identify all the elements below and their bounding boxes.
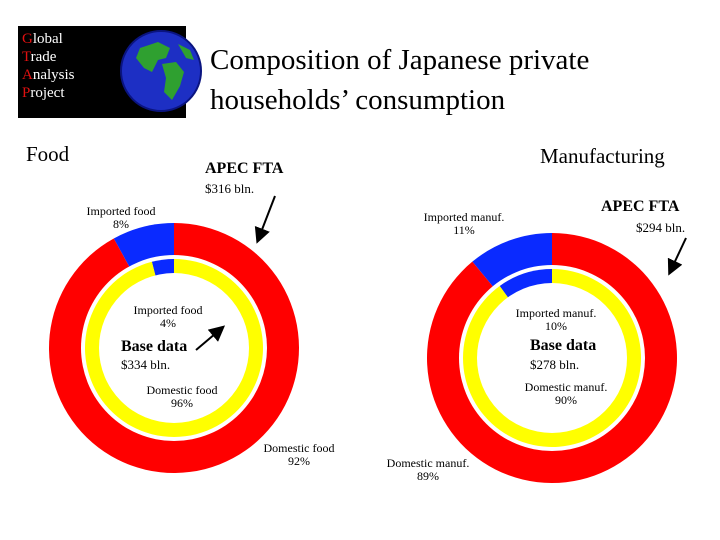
logo-letter: P: [22, 85, 31, 101]
food-chart: [49, 222, 300, 473]
food-base-arrow: [195, 325, 226, 351]
slice-value: 90%: [555, 393, 577, 407]
slice-value: 10%: [545, 319, 567, 333]
slice-value: 8%: [113, 217, 129, 231]
slice-label: Domestic food: [263, 441, 335, 455]
slice-label: Imported food: [86, 204, 156, 218]
manuf-apec-label: APEC FTA: [601, 198, 680, 215]
logo-letter: T: [22, 49, 31, 65]
slice-label: Imported manuf.: [515, 306, 597, 320]
slice-label: Imported food: [133, 303, 203, 317]
manuf-base-total: $278 bln.: [530, 357, 580, 372]
slice-label: Domestic manuf.: [386, 456, 470, 470]
slice-value: 89%: [417, 469, 439, 483]
food-apec-arrow: [254, 195, 276, 244]
logo-word: lobal: [32, 31, 63, 47]
food-base-label: Base data: [121, 338, 188, 355]
manuf-inner-imported-label: Imported manuf. 10%: [506, 307, 606, 333]
food-inner-domestic-label: Domestic food 96%: [136, 384, 228, 410]
manuf-apec-arrow: [667, 237, 687, 276]
section-food-label: Food: [26, 142, 70, 166]
gtap-logo-text: Global Trade Analysis Project: [22, 30, 75, 102]
logo-word: nalysis: [32, 67, 75, 83]
food-apec-total: $316 bln.: [205, 181, 255, 196]
section-manufacturing-label: Manufacturing: [540, 144, 665, 168]
globe-icon: [120, 30, 202, 112]
logo-word: rade: [30, 49, 57, 65]
food-inner-imported-label: Imported food 4%: [123, 304, 213, 330]
slice-value: 4%: [160, 316, 176, 330]
manuf-inner-domestic-label: Domestic manuf. 90%: [520, 381, 612, 407]
page-title: Composition of Japanese private househol…: [210, 44, 590, 116]
manuf-outer-imported-label: Imported manuf. 11%: [418, 211, 510, 237]
logo-letter: A: [22, 67, 33, 83]
manuf-outer-domestic-label: Domestic manuf. 89%: [380, 457, 476, 483]
slice-label: Imported manuf.: [423, 210, 505, 224]
logo-word: roject: [30, 85, 65, 101]
donut-hole: [477, 283, 627, 433]
slice-value: 11%: [453, 223, 475, 237]
food-apec-label: APEC FTA: [205, 160, 284, 177]
food-base-total: $334 bln.: [121, 357, 171, 372]
slice-value: 92%: [288, 454, 310, 468]
manuf-base-label: Base data: [530, 337, 597, 354]
gtap-logo: Global Trade Analysis Project: [18, 26, 202, 118]
manufacturing-chart: [427, 233, 678, 484]
logo-letter: G: [22, 31, 33, 47]
slice-label: Domestic manuf.: [524, 380, 608, 394]
donut-hole: [99, 273, 249, 423]
slice-label: Domestic food: [146, 383, 218, 397]
manuf-apec-total: $294 bln.: [636, 220, 686, 235]
food-outer-domestic-label: Domestic food 92%: [256, 442, 342, 468]
slice-value: 96%: [171, 396, 193, 410]
food-outer-imported-label: Imported food 8%: [78, 205, 164, 231]
